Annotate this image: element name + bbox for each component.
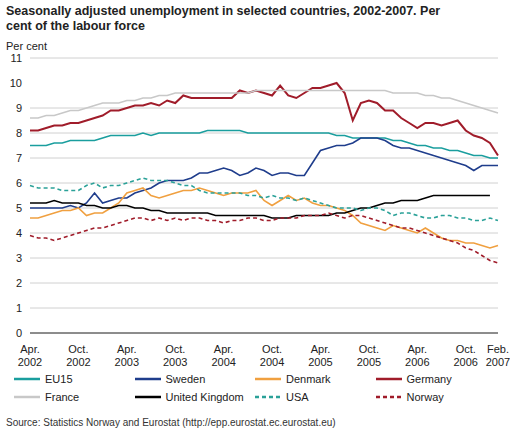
html-text:USA: USA (286, 391, 309, 403)
html-text:Denmark: Denmark (286, 373, 331, 385)
html-text:EU15: EU15 (45, 373, 73, 385)
html-text:Per cent: Per cent (6, 40, 47, 52)
html-text:France: France (45, 391, 80, 403)
svg-text:Apr.2003: Apr.2003 (115, 343, 139, 367)
svg-text:9: 9 (16, 102, 22, 114)
svg-text:Apr.2005: Apr.2005 (308, 343, 332, 367)
html-text:Sweden: Sweden (165, 373, 206, 385)
svg-text:11: 11 (11, 52, 22, 64)
svg-text:Apr.2006: Apr.2006 (405, 343, 429, 367)
svg-text:Oct.2006: Oct.2006 (453, 343, 477, 367)
svg-text:Oct.2003: Oct.2003 (163, 343, 187, 367)
svg-text:8: 8 (16, 127, 22, 139)
svg-text:10: 10 (10, 77, 22, 89)
html-text:Seasonally adjusted unemployme: Seasonally adjusted unemployment in sele… (6, 4, 441, 33)
html-text:United Kingdom: United Kingdom (165, 391, 244, 403)
svg-text:0: 0 (16, 327, 22, 339)
svg-text:7: 7 (16, 152, 22, 164)
html-text:Germany: Germany (406, 373, 452, 385)
html-text:Source: Statistics Norway and: Source: Statistics Norway and Eurostat (… (6, 417, 336, 428)
svg-text:1: 1 (16, 302, 22, 314)
svg-text:Oct.2002: Oct.2002 (66, 343, 90, 367)
svg-text:2: 2 (16, 277, 22, 289)
svg-text:Apr.2004: Apr.2004 (211, 343, 235, 367)
svg-text:5: 5 (16, 202, 22, 214)
svg-text:6: 6 (16, 177, 22, 189)
svg-text:Apr.2002: Apr.2002 (18, 343, 42, 367)
svg-text:3: 3 (16, 252, 22, 264)
html-text:Norway: Norway (406, 391, 444, 403)
svg-text:Feb.2007: Feb.2007 (486, 343, 502, 367)
svg-text:4: 4 (16, 227, 22, 239)
svg-text:Oct.2005: Oct.2005 (357, 343, 381, 367)
svg-text:Oct.2004: Oct.2004 (260, 343, 284, 367)
